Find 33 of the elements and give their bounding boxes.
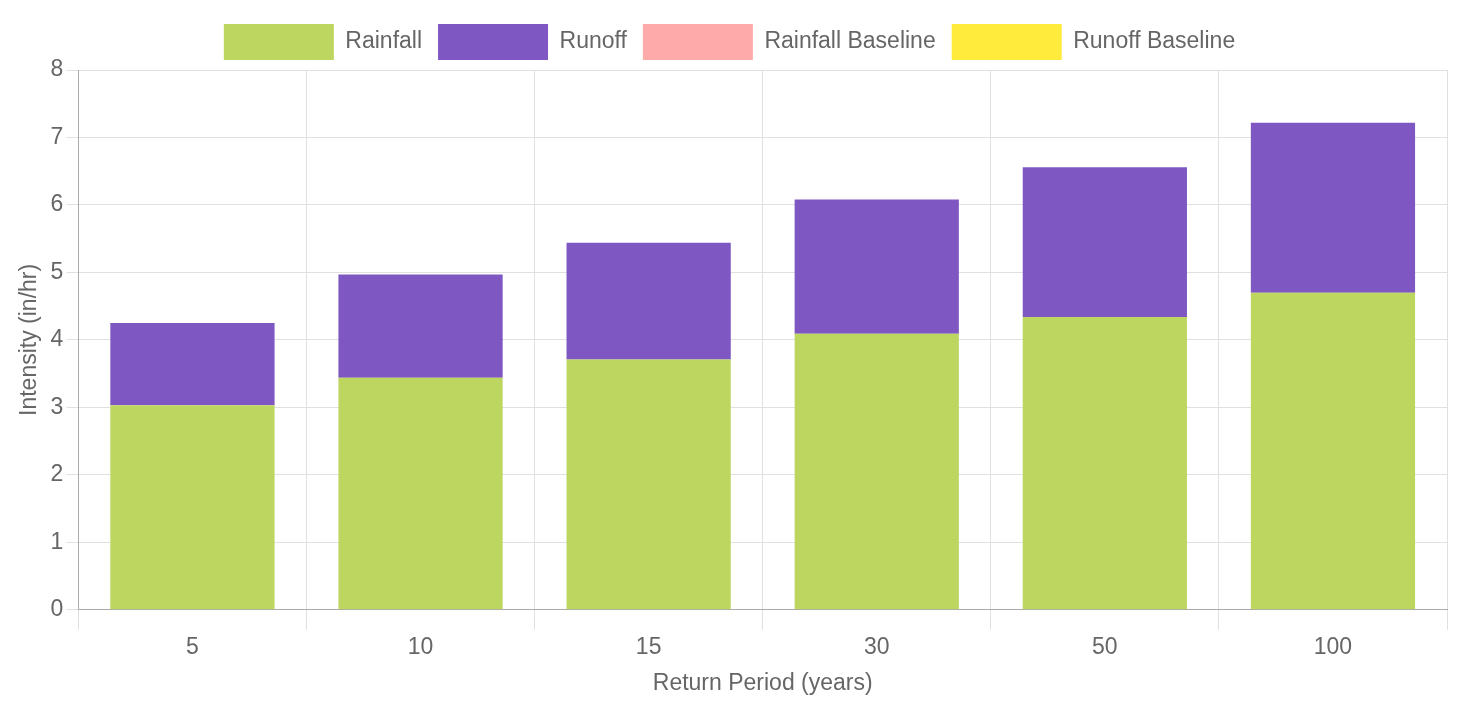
y-tick-label: 7 <box>50 122 64 149</box>
bar <box>338 274 503 378</box>
y-tick-label: 5 <box>50 257 64 284</box>
x-tick-label: 50 <box>1092 632 1118 659</box>
y-axis-title: Intensity (in/hr) <box>15 263 42 416</box>
legend-label: Rainfall Baseline <box>764 27 936 54</box>
x-tick-label: 5 <box>186 632 199 659</box>
y-tick-label: 0 <box>50 595 64 622</box>
x-axis-title: Return Period (years) <box>652 668 873 695</box>
bar <box>794 333 959 610</box>
y-tick-label: 6 <box>50 190 64 217</box>
bar <box>338 377 503 610</box>
x-tick-label: 30 <box>863 632 890 659</box>
y-tick-label: 3 <box>50 392 64 419</box>
bar <box>1250 122 1416 293</box>
bar <box>1022 316 1187 610</box>
x-tick-label: 10 <box>407 632 434 659</box>
y-tick-label: 8 <box>50 55 64 82</box>
legend-label: Runoff Baseline <box>1073 27 1236 54</box>
bar <box>110 405 275 610</box>
bar <box>110 323 275 406</box>
x-tick-label: 15 <box>635 632 662 659</box>
y-tick-label: 4 <box>50 325 64 352</box>
legend-label: Runoff <box>559 27 628 54</box>
x-tick-label: 100 <box>1313 632 1353 659</box>
bar <box>566 359 731 610</box>
y-tick-label: 1 <box>50 527 64 554</box>
y-tick-label: 2 <box>50 460 64 487</box>
bar <box>1250 292 1416 610</box>
bar <box>794 199 959 334</box>
bar <box>1022 167 1187 317</box>
bar <box>566 242 731 360</box>
legend-label: Rainfall <box>345 27 423 54</box>
